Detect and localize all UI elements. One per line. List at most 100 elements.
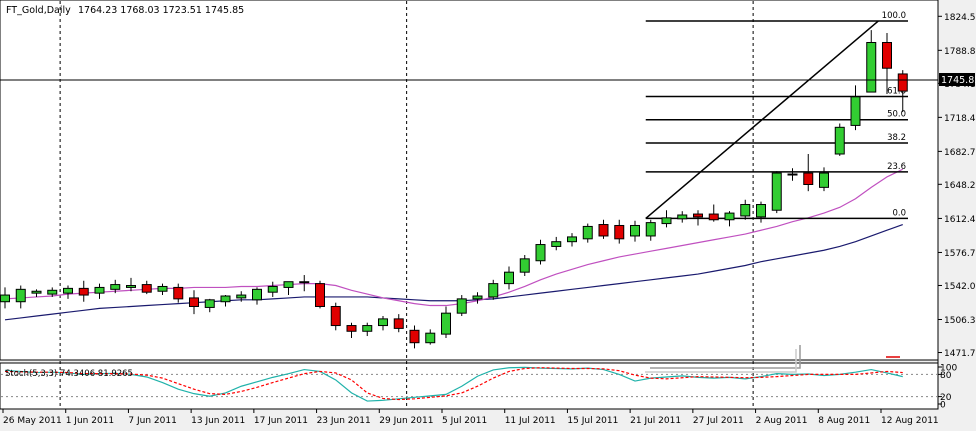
candle-body bbox=[63, 287, 73, 294]
price-tick-label: 1648.20 bbox=[944, 181, 976, 191]
candle-body bbox=[94, 286, 105, 294]
candle-body bbox=[598, 224, 609, 237]
candle-body bbox=[756, 204, 766, 218]
stochastic-pane[interactable] bbox=[0, 362, 939, 410]
price-tick-label: 1542.05 bbox=[944, 282, 976, 292]
fib-trend-line[interactable] bbox=[645, 20, 879, 219]
candle-body bbox=[708, 213, 719, 221]
time-tick-label: 13 Jun 2011 bbox=[191, 416, 245, 426]
candle-body bbox=[834, 126, 845, 155]
candle-body bbox=[456, 298, 467, 314]
stoch-tick-label: 0 bbox=[940, 401, 946, 411]
candle-body bbox=[882, 41, 892, 69]
candle-body bbox=[126, 285, 136, 288]
candle-body bbox=[645, 222, 656, 237]
candle-body bbox=[441, 312, 451, 335]
candle-body bbox=[504, 271, 514, 285]
stochastic-lines bbox=[4, 366, 903, 402]
ohlc-header: 1764.23 1768.03 1723.51 1745.85 bbox=[78, 5, 244, 16]
candle-body bbox=[47, 289, 58, 295]
candle-body bbox=[204, 299, 215, 308]
vertical-grid bbox=[59, 1, 754, 408]
candle-body bbox=[582, 225, 593, 240]
drawn-corner-line-shadow bbox=[645, 349, 797, 373]
time-tick-label: 21 Jul 2011 bbox=[630, 416, 681, 426]
fib-level-label: 61.8 bbox=[887, 86, 906, 96]
candle-body bbox=[567, 236, 577, 243]
time-tick-label: 23 Jun 2011 bbox=[317, 416, 371, 426]
candle-body bbox=[819, 172, 829, 188]
candle-body bbox=[803, 172, 814, 186]
candle-body bbox=[850, 96, 861, 126]
fib-level-label: 23.6 bbox=[887, 162, 906, 172]
time-tick-label: 7 Jun 2011 bbox=[128, 416, 176, 426]
candle-body bbox=[283, 281, 294, 288]
candle-body bbox=[897, 73, 908, 92]
time-tick-label: 8 Aug 2011 bbox=[818, 416, 870, 426]
candle-body bbox=[693, 213, 703, 218]
time-tick-label: 17 Jun 2011 bbox=[254, 416, 308, 426]
candle-body bbox=[31, 290, 42, 294]
candlesticks bbox=[0, 30, 908, 349]
chart-title: FT_Gold,Daily bbox=[6, 5, 71, 16]
candle-body bbox=[141, 284, 152, 293]
candle-body bbox=[393, 318, 404, 329]
price-tick-label: 1471.70 bbox=[944, 349, 976, 359]
candle-body bbox=[661, 217, 672, 225]
candle-body bbox=[472, 295, 483, 300]
price-tick-label: 1576.70 bbox=[944, 249, 976, 259]
fib-level-label: 0.0 bbox=[892, 208, 906, 218]
candle-body bbox=[409, 329, 420, 344]
candle-body bbox=[535, 244, 546, 262]
candle-body bbox=[315, 283, 325, 307]
candle-body bbox=[866, 41, 877, 93]
time-tick-label: 26 May 2011 bbox=[3, 416, 62, 426]
candle-body bbox=[330, 305, 341, 327]
time-tick-label: 5 Jul 2011 bbox=[442, 416, 487, 426]
candle-body bbox=[614, 224, 625, 240]
price-tick-label: 1718.45 bbox=[944, 114, 976, 124]
drawing-objects[interactable] bbox=[645, 345, 900, 373]
candle-body bbox=[787, 173, 798, 176]
candle-body bbox=[189, 297, 199, 307]
price-tick-label: 1506.35 bbox=[944, 316, 976, 326]
drawn-corner-line[interactable] bbox=[650, 345, 801, 369]
price-tick-label: 1788.80 bbox=[944, 47, 976, 57]
moving-averages bbox=[4, 168, 904, 321]
candle-body bbox=[267, 285, 278, 293]
stoch-tick-label: 80 bbox=[940, 371, 952, 381]
fib-level-label: 100.0 bbox=[882, 11, 906, 21]
current-price-label: 1745.85 bbox=[941, 75, 976, 86]
fast-moving-average bbox=[4, 168, 904, 307]
candle-body bbox=[252, 288, 262, 301]
fib-level-label: 50.0 bbox=[887, 110, 906, 120]
candle-body bbox=[771, 172, 782, 211]
fib-level-label: 38.2 bbox=[887, 133, 906, 143]
candle-body bbox=[157, 285, 168, 292]
stoch-tick-label: 100 bbox=[940, 364, 957, 374]
candle-body bbox=[551, 241, 562, 247]
candle-body bbox=[78, 287, 89, 296]
candle-body bbox=[724, 212, 735, 221]
fibonacci-retracement[interactable]: 0.0 23.6 38.2 50.0 61.8 100.0 bbox=[645, 11, 908, 220]
stoch-tick-label: 20 bbox=[940, 393, 952, 403]
candle-body bbox=[519, 258, 530, 273]
candle-body bbox=[236, 294, 247, 299]
time-tick-label: 2 Aug 2011 bbox=[756, 416, 808, 426]
stochastic-title: Stoch(5,3,3) 74.3406 81.9265 bbox=[5, 369, 133, 379]
time-tick-label: 29 Jun 2011 bbox=[379, 416, 433, 426]
candle-body bbox=[346, 325, 357, 332]
current-price-box bbox=[939, 73, 975, 86]
stoch-d-line bbox=[4, 367, 903, 401]
candle-body bbox=[740, 204, 751, 217]
price-tick-label: 1824.50 bbox=[944, 13, 976, 23]
candle-body bbox=[362, 325, 373, 332]
candle-body bbox=[15, 288, 26, 303]
time-tick-label: 12 Aug 2011 bbox=[881, 416, 939, 426]
time-tick-label: 1 Jun 2011 bbox=[66, 416, 114, 426]
time-tick-label: 15 Jul 2011 bbox=[567, 416, 618, 426]
time-tick-label: 11 Jul 2011 bbox=[505, 416, 556, 426]
time-axis: 26 May 2011 1 Jun 2011 7 Jun 2011 13 Jun 20… bbox=[2, 409, 939, 426]
